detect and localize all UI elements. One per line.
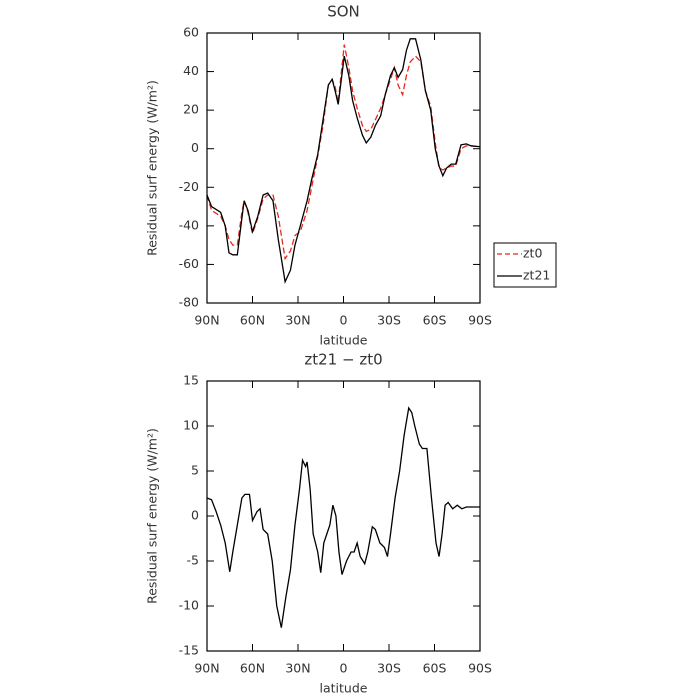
plot-frame [206,380,481,652]
panel: SON latitude Residual surf energy (W/m²) -8… [145,3,557,348]
x-tick-label: 90N [194,313,219,328]
x-tick-label: 90N [194,661,219,676]
x-tick-label: 0 [340,661,348,676]
data-line [206,406,480,628]
x-tick-label: 30S [377,313,401,328]
y-axis-label: Residual surf energy (W/m²) [145,80,160,256]
x-tick-label: 30N [285,313,310,328]
x-axis-label: latitude [320,333,368,348]
plot-frame [206,32,481,304]
legend-label: zt21 [523,268,550,283]
y-tick-label: -20 [179,179,199,194]
y-tick-label: 0 [191,508,199,523]
x-tick-label: 90S [468,313,492,328]
x-tick-label: 60N [240,661,265,676]
x-tick-label: 60N [240,313,265,328]
chart-title: SON [327,3,360,21]
panel: zt21 − zt0 latitude Residual surf energy (… [145,351,492,696]
y-tick-label: -15 [179,643,199,658]
y-tick-label: 60 [183,25,199,40]
y-tick-label: 10 [183,418,199,433]
x-axis-label: latitude [320,681,368,696]
x-tick-label: 90S [468,661,492,676]
y-tick-label: 20 [183,102,199,117]
legend-label: zt0 [523,246,542,261]
y-axis-label: Residual surf energy (W/m²) [145,428,160,604]
y-tick-label: -60 [179,256,199,271]
data-line [206,38,481,285]
x-tick-label: 30S [377,661,401,676]
y-tick-label: -5 [187,553,199,568]
y-tick-label: -40 [179,217,199,232]
x-tick-label: 0 [340,313,348,328]
x-tick-label: 60S [423,661,447,676]
y-tick-label: 40 [183,63,199,78]
data-line [206,44,481,261]
legend-box [493,242,557,288]
chart-title: zt21 − zt0 [304,351,382,369]
y-tick-label: 15 [183,373,199,388]
y-tick-label: -80 [179,295,199,310]
y-tick-label: 5 [191,463,199,478]
x-tick-label: 60S [423,313,447,328]
x-tick-label: 30N [285,661,310,676]
y-tick-label: 0 [191,140,199,155]
y-tick-label: -10 [179,598,199,613]
